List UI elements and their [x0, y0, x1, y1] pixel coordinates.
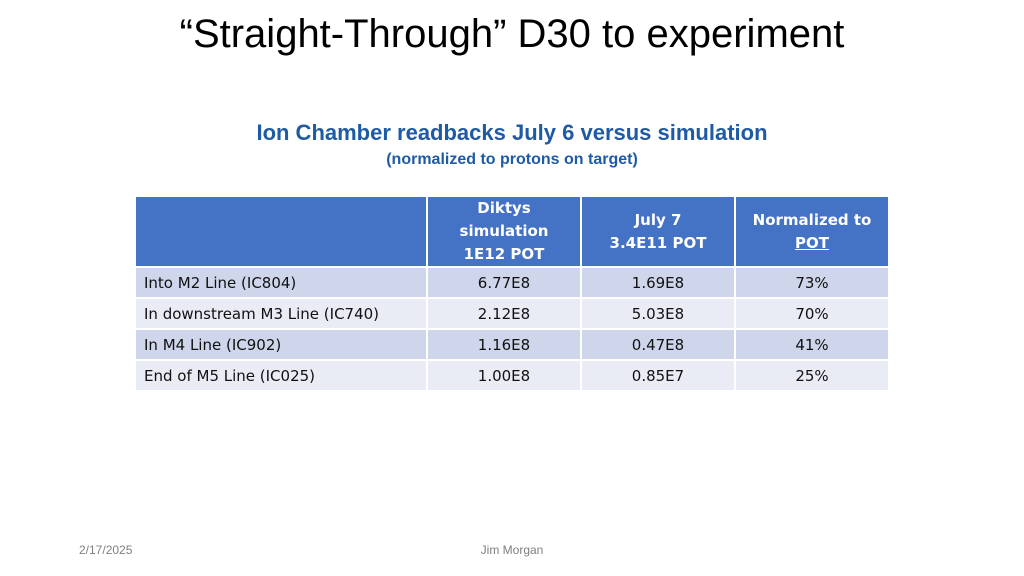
row-july-value: 1.69E8 — [581, 266, 736, 298]
header-simulation-line1: Diktys simulation — [459, 199, 549, 240]
ion-chamber-table: Diktys simulation 1E12 POT July 7 3.4E11… — [136, 197, 888, 390]
row-normalized-value: 25% — [735, 359, 888, 390]
row-simulation-value: 1.00E8 — [427, 359, 582, 390]
table-row: In downstream M3 Line (IC740) 2.12E8 5.0… — [136, 297, 888, 329]
table-row: Into M2 Line (IC804) 6.77E8 1.69E8 73% — [136, 266, 888, 298]
header-label-column — [136, 197, 428, 267]
row-july-value: 0.47E8 — [581, 328, 736, 360]
footer-date: 2/17/2025 — [79, 543, 133, 557]
row-july-value: 5.03E8 — [581, 297, 736, 329]
row-simulation-value: 1.16E8 — [427, 328, 582, 360]
header-normalized-line2: POT — [795, 233, 829, 252]
header-july-line2: 3.4E11 POT — [609, 233, 707, 252]
row-normalized-value: 41% — [735, 328, 888, 360]
header-simulation: Diktys simulation 1E12 POT — [427, 197, 582, 267]
table-row: End of M5 Line (IC025) 1.00E8 0.85E7 25% — [136, 359, 888, 390]
header-normalized-line1: Normalized to — [752, 210, 872, 229]
slide-title: “Straight-Through” D30 to experiment — [179, 12, 845, 56]
row-label: In downstream M3 Line (IC740) — [136, 297, 428, 329]
table-heading: Ion Chamber readbacks July 6 versus simu… — [256, 120, 768, 145]
row-simulation-value: 6.77E8 — [427, 266, 582, 298]
header-simulation-line2: 1E12 POT — [463, 245, 545, 263]
header-july-line1: July 7 — [634, 210, 682, 229]
table-row: In M4 Line (IC902) 1.16E8 0.47E8 41% — [136, 328, 888, 360]
row-july-value: 0.85E7 — [581, 359, 736, 390]
header-normalized: Normalized to POT — [735, 197, 888, 267]
row-label: Into M2 Line (IC804) — [136, 266, 428, 298]
table-header-row: Diktys simulation 1E12 POT July 7 3.4E11… — [136, 197, 888, 267]
row-simulation-value: 2.12E8 — [427, 297, 582, 329]
footer-author: Jim Morgan — [480, 543, 544, 557]
row-normalized-value: 70% — [735, 297, 888, 329]
row-label: End of M5 Line (IC025) — [136, 359, 428, 390]
row-label: In M4 Line (IC902) — [136, 328, 428, 360]
row-normalized-value: 73% — [735, 266, 888, 298]
header-july: July 7 3.4E11 POT — [581, 197, 736, 267]
table-subheading: (normalized to protons on target) — [386, 151, 638, 168]
